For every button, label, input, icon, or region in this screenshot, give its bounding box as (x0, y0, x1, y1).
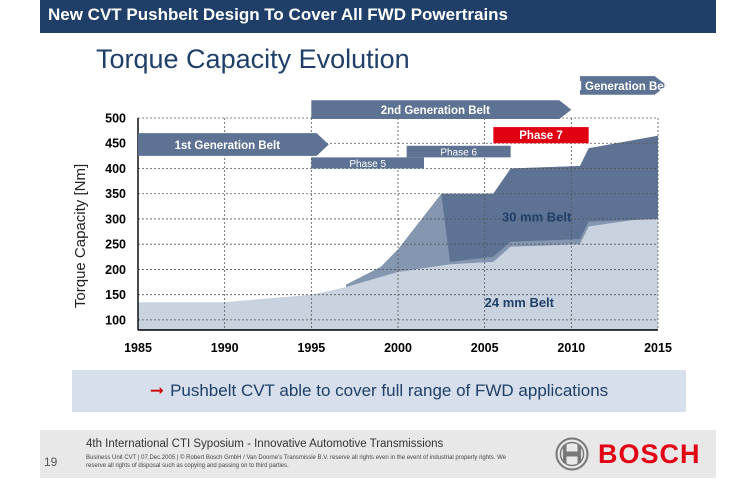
y-tick-label: 500 (105, 112, 126, 126)
page-number: 19 (44, 455, 58, 469)
y-tick-label: 400 (105, 162, 126, 176)
x-tick-label: 2000 (384, 341, 412, 355)
x-tick-label: 2010 (557, 341, 585, 355)
arrow-right-icon: ➞ (149, 381, 165, 400)
y-tick-label: 300 (105, 212, 126, 226)
phase-box (311, 157, 424, 169)
generation-arrow (138, 133, 329, 156)
x-tick-label: 2015 (644, 341, 672, 355)
x-tick-label: 1995 (297, 341, 325, 355)
conclusion-text: ➞ Pushbelt CVT able to cover full range o… (72, 381, 686, 401)
x-tick-label: 1985 (124, 341, 152, 355)
footer-bar (40, 430, 716, 478)
band-24mm (138, 216, 658, 330)
x-tick-label: 2005 (471, 341, 499, 355)
chart-axes: 100 150 200 250 300 350 400 450 500 1985 1990 1995 2… (72, 112, 672, 356)
x-tick-label: 1990 (211, 341, 239, 355)
header-bar (40, 0, 716, 33)
footer-legal-text: Business Unit CVT | 07.Dec.2005 | © Robe… (86, 455, 506, 469)
phase-box (406, 145, 511, 158)
generation-arrow-label: 3rd Generation Belt (564, 81, 671, 93)
generation-arrow-label: 2nd Generation Belt (381, 105, 490, 117)
y-tick-label: 100 (105, 313, 126, 327)
band-label: 30 mm Belt (502, 209, 572, 224)
y-tick-label: 350 (105, 187, 126, 201)
band-label: 24 mm Belt (485, 295, 555, 310)
generation-arrow (311, 100, 572, 119)
conclusion-label: Pushbelt CVT able to cover full range of… (170, 381, 609, 400)
y-tick-label: 150 (105, 288, 126, 302)
header-title: New CVT Pushbelt Design To Cover All FWD… (48, 5, 509, 24)
y-tick-label: 450 (105, 137, 126, 151)
phase-box (493, 127, 589, 144)
bosch-armature-logo-icon (555, 437, 589, 471)
footer-title: 4th International CTI Syposium - Innovat… (86, 438, 444, 450)
generation-arrow-label: 1st Generation Belt (175, 140, 281, 152)
band-30mm-top (441, 135, 658, 262)
generation-arrow (580, 76, 667, 95)
belt-bands (138, 135, 658, 330)
bosch-brand-text: BOSCH (598, 439, 701, 469)
phase-label: Phase 7 (519, 130, 562, 142)
conclusion-box: ➞ Pushbelt CVT able to cover full range o… (72, 370, 686, 412)
slide-title: Torque Capacity Evolution (96, 44, 410, 74)
chart-overlays: 30 mm Belt 24 mm Belt 1st Generation Belt 2… (138, 76, 671, 310)
y-tick-label: 250 (105, 238, 126, 252)
y-axis-label: Torque Capacity [Nm] (72, 164, 89, 308)
phase-label: Phase 6 (440, 148, 477, 159)
phase-label: Phase 5 (349, 159, 386, 170)
y-tick-label: 200 (105, 263, 126, 277)
